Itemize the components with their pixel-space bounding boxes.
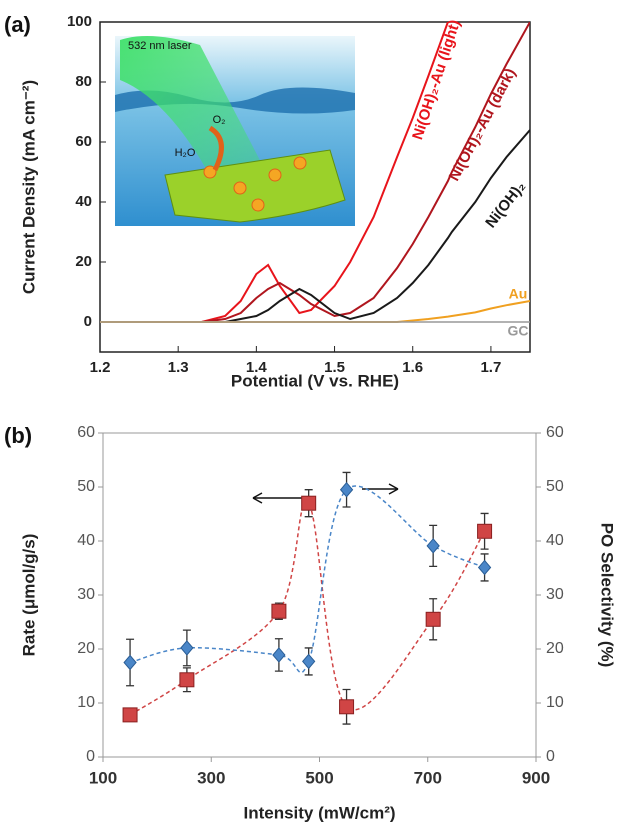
x-tick-label: 1.3 (168, 359, 189, 376)
y2-tick-label: 50 (546, 478, 564, 495)
y2-tick-label: 40 (546, 532, 564, 549)
marker (477, 559, 492, 576)
series-label: GC (508, 323, 529, 339)
y-tick-label: 40 (75, 193, 92, 210)
panel-label: (b) (4, 423, 32, 448)
y-axis-label: Current Density (mA cm⁻²) (19, 80, 38, 294)
series-label: Ni(OH)₂-Au (light) (409, 18, 464, 142)
inset-label: H₂O (175, 147, 196, 159)
x-axis-label: Intensity (mW/cm²) (243, 803, 395, 822)
plot-lines (100, 22, 530, 323)
x-tick-label: 1.5 (324, 359, 345, 376)
marker (271, 603, 287, 619)
y2-tick-label: 30 (546, 586, 564, 603)
y2-axis-label: PO Selectivity (%) (598, 523, 617, 668)
y-axis-label: Rate (μmol/g/s) (19, 534, 38, 657)
marker (302, 653, 316, 670)
panel-label: (a) (4, 12, 31, 37)
y2-tick-label: 0 (546, 748, 555, 765)
marker (425, 611, 441, 627)
x-tick-label: 1.7 (480, 359, 501, 376)
marker (122, 707, 138, 723)
inset-label: 532 nm laser (128, 40, 192, 52)
y-tick-label: 20 (77, 640, 95, 657)
x-tick-label: 1.6 (402, 359, 423, 376)
y-tick-label: 10 (77, 694, 95, 711)
y2-tick-label: 10 (546, 694, 564, 711)
marker (180, 640, 194, 656)
inset-illustration (115, 36, 355, 226)
y-tick-label: 80 (75, 73, 92, 90)
marker (339, 699, 355, 715)
x-tick-label: 500 (305, 768, 333, 787)
inset-label: O₂ (213, 114, 226, 126)
y-tick-label: 60 (75, 133, 92, 150)
x-tick-label: 100 (89, 768, 117, 787)
x-tick-label: 700 (414, 768, 442, 787)
x-tick-label: 1.4 (246, 359, 268, 376)
data-line (100, 22, 449, 323)
data-line (100, 22, 530, 323)
y-tick-label: 0 (86, 748, 95, 765)
x-tick-label: 900 (522, 768, 550, 787)
marker (272, 647, 286, 663)
series-label: Ni(OH)₂ (482, 178, 529, 231)
data-line (100, 129, 530, 323)
y-tick-label: 50 (77, 478, 95, 495)
marker (179, 672, 195, 688)
marker (123, 654, 137, 671)
dashed-line (129, 485, 485, 674)
y-tick-label: 40 (77, 532, 95, 549)
y-tick-label: 0 (84, 313, 92, 330)
data-line (100, 300, 530, 323)
y-tick-label: 30 (77, 586, 95, 603)
plot-frame (102, 432, 537, 758)
arrow-head (388, 483, 399, 495)
marker (339, 481, 354, 498)
y2-tick-label: 60 (546, 424, 564, 441)
marker (426, 538, 440, 554)
y2-tick-label: 20 (546, 640, 564, 657)
arrow-head (252, 492, 263, 504)
y-tick-label: 100 (67, 13, 92, 30)
plot-frame (99, 21, 531, 353)
y-tick-label: 60 (77, 424, 95, 441)
x-axis-label: Potential (V vs. RHE) (231, 371, 399, 390)
marker (477, 523, 493, 539)
series-label: Au (509, 286, 528, 302)
x-tick-label: 300 (197, 768, 225, 787)
series-label: Ni(OH)₂-Au (dark) (446, 66, 520, 184)
marker (301, 495, 317, 511)
y-tick-label: 20 (75, 253, 92, 270)
x-tick-label: 1.2 (90, 359, 111, 376)
